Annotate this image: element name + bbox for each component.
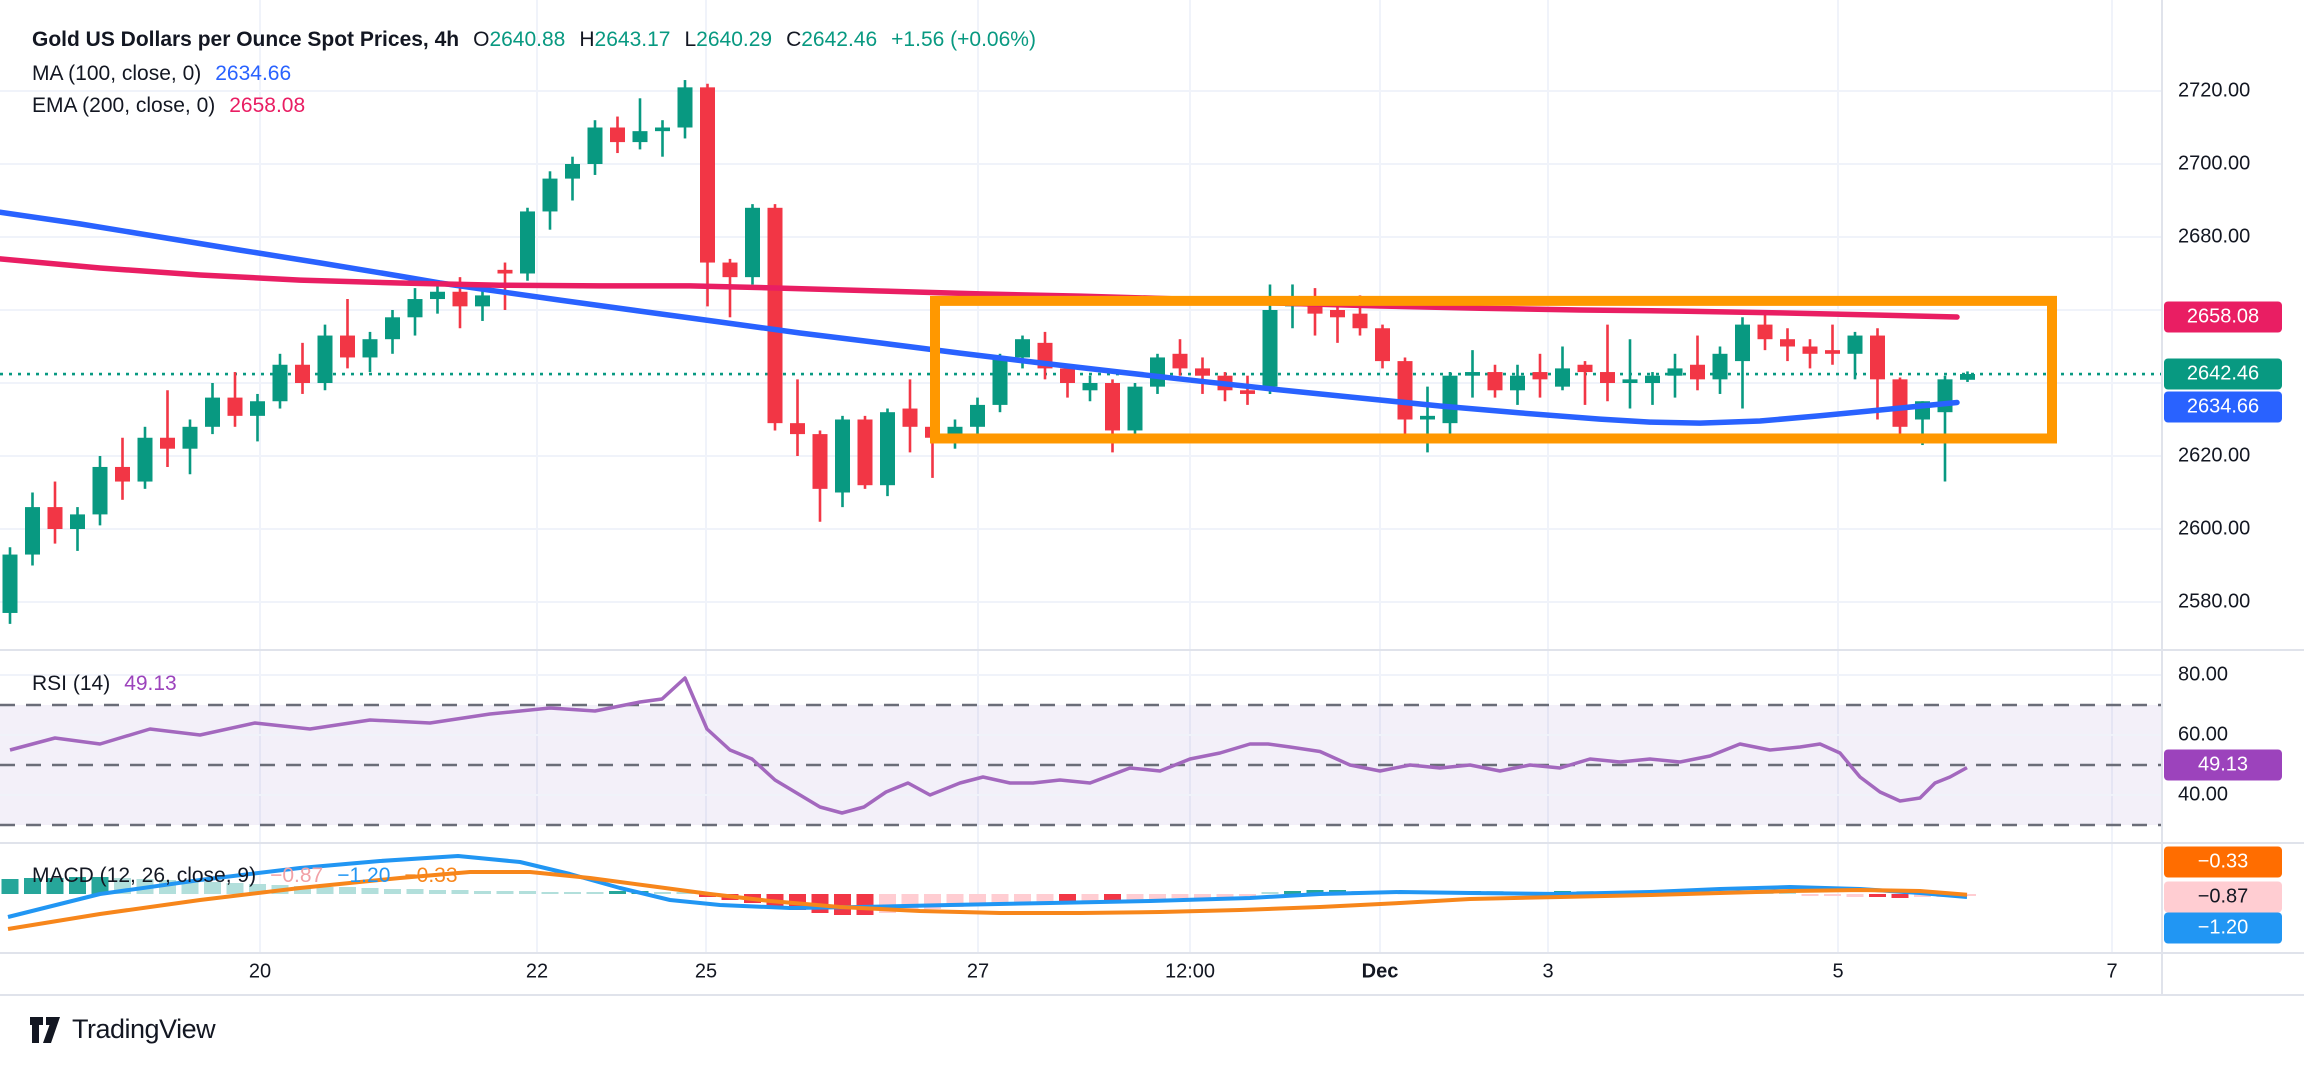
price-axis-label[interactable]: 2720.00 [2178, 79, 2251, 102]
rsi-value: 49.13 [124, 672, 177, 695]
time-axis-label[interactable]: 7 [2106, 960, 2118, 983]
time-axis-label[interactable]: Dec [1361, 960, 1399, 983]
rsi-axis-label[interactable]: 80.00 [2178, 663, 2229, 686]
tradingview-logo[interactable]: TradingView [28, 1014, 216, 1045]
axis-price-badge: −0.33 [2164, 846, 2282, 878]
rsi-label: RSI (14) [32, 672, 111, 695]
ema-legend[interactable]: EMA (200, close, 0) 2658.08 [32, 94, 305, 118]
macd-signal-value: −0.33 [404, 864, 458, 887]
time-axis-label[interactable]: 27 [966, 960, 990, 983]
macd-legend[interactable]: MACD (12, 26, close, 9) −0.87 −1.20 −0.3… [32, 864, 458, 888]
ma-value: 2634.66 [215, 62, 292, 85]
time-axis-label[interactable]: 22 [525, 960, 549, 983]
time-axis-label[interactable]: 20 [248, 960, 272, 983]
brand-name: TradingView [72, 1014, 216, 1044]
axis-price-badge: 49.13 [2164, 749, 2282, 781]
axis-price-badge: 2658.08 [2164, 301, 2282, 333]
symbol-title: Gold US Dollars per Ounce Spot Prices, 4… [32, 28, 460, 51]
axis-price-badge: 2634.66 [2164, 391, 2282, 423]
time-axis-label[interactable]: 3 [1542, 960, 1554, 983]
macd-label: MACD (12, 26, close, 9) [32, 864, 257, 887]
ohlc-high: H 2643.17 [579, 28, 671, 51]
time-axis-label[interactable]: 12:00 [1164, 960, 1216, 983]
price-axis-label[interactable]: 2680.00 [2178, 225, 2251, 248]
ema-label: EMA (200, close, 0) [32, 94, 216, 117]
tradingview-logo-icon [30, 1016, 60, 1043]
time-axis-label[interactable]: 25 [694, 960, 718, 983]
price-axis-label[interactable]: 2600.00 [2178, 517, 2251, 540]
ma-legend[interactable]: MA (100, close, 0) 2634.66 [32, 62, 291, 86]
ema-value: 2658.08 [229, 94, 306, 117]
axis-price-badge: 2642.46 [2164, 358, 2282, 390]
price-axis-label[interactable]: 2620.00 [2178, 444, 2251, 467]
macd-line-value: −1.20 [337, 864, 391, 887]
ohlc-close: C 2642.46 [786, 28, 878, 51]
ma-label: MA (100, close, 0) [32, 62, 202, 85]
ohlc-low: L 2640.29 [684, 28, 773, 51]
ohlc-open: O 2640.88 [473, 28, 566, 51]
rsi-legend[interactable]: RSI (14) 49.13 [32, 672, 177, 696]
price-axis-label[interactable]: 2580.00 [2178, 590, 2251, 613]
rsi-axis-label[interactable]: 40.00 [2178, 783, 2229, 806]
change-value: +1.56 (+0.06%) [891, 28, 1036, 51]
price-axis-label[interactable]: 2700.00 [2178, 152, 2251, 175]
time-axis-label[interactable]: 5 [1832, 960, 1844, 983]
axis-price-badge: −0.87 [2164, 881, 2282, 913]
macd-hist-value: −0.87 [270, 864, 324, 887]
symbol-legend[interactable]: Gold US Dollars per Ounce Spot Prices, 4… [32, 28, 1036, 52]
rsi-axis-label[interactable]: 60.00 [2178, 723, 2229, 746]
axis-price-badge: −1.20 [2164, 912, 2282, 944]
